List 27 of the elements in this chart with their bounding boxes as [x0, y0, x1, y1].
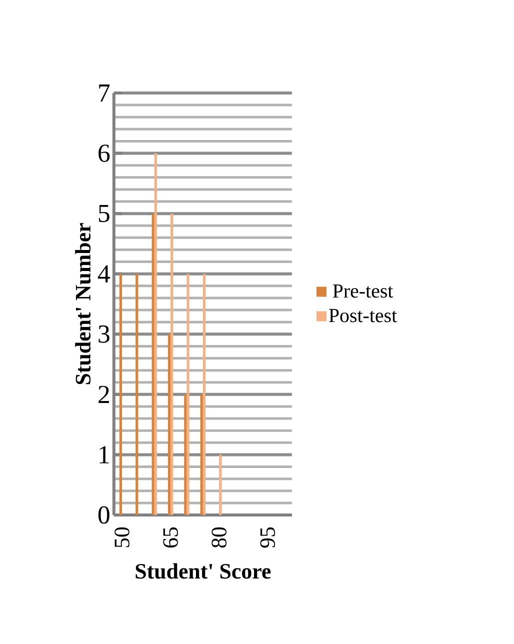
- bar: [202, 274, 206, 515]
- x-tick-label: 95: [260, 527, 276, 548]
- y-tick-label: 4: [98, 265, 110, 282]
- y-tick-label: 3: [98, 325, 110, 343]
- bar: [152, 214, 154, 515]
- y-tick-label: 0: [98, 506, 110, 524]
- bar: [200, 394, 203, 515]
- x-tick-label: 65: [163, 527, 178, 548]
- bar: [170, 214, 174, 515]
- bar: [136, 274, 138, 515]
- y-tick-label: 7: [99, 84, 110, 102]
- bar: [154, 153, 157, 515]
- x-tick-label: 80: [212, 527, 226, 548]
- y-tick-label: 2: [98, 386, 109, 403]
- y-tick-label: 6: [98, 144, 110, 162]
- bar: [168, 334, 171, 515]
- y-tick-label: 5: [98, 204, 110, 222]
- legend-label: Post-test: [329, 308, 397, 322]
- x-tick-label: 50: [114, 527, 130, 548]
- y-tick-label: 1: [100, 446, 109, 464]
- bar: [186, 274, 190, 515]
- bar: [119, 274, 122, 515]
- y-axis-title: Student' Number: [75, 223, 91, 384]
- legend-label: Pre-test: [332, 284, 394, 298]
- x-axis-title: Student' Score: [136, 563, 271, 579]
- bar: [219, 454, 222, 515]
- bar: [184, 394, 187, 515]
